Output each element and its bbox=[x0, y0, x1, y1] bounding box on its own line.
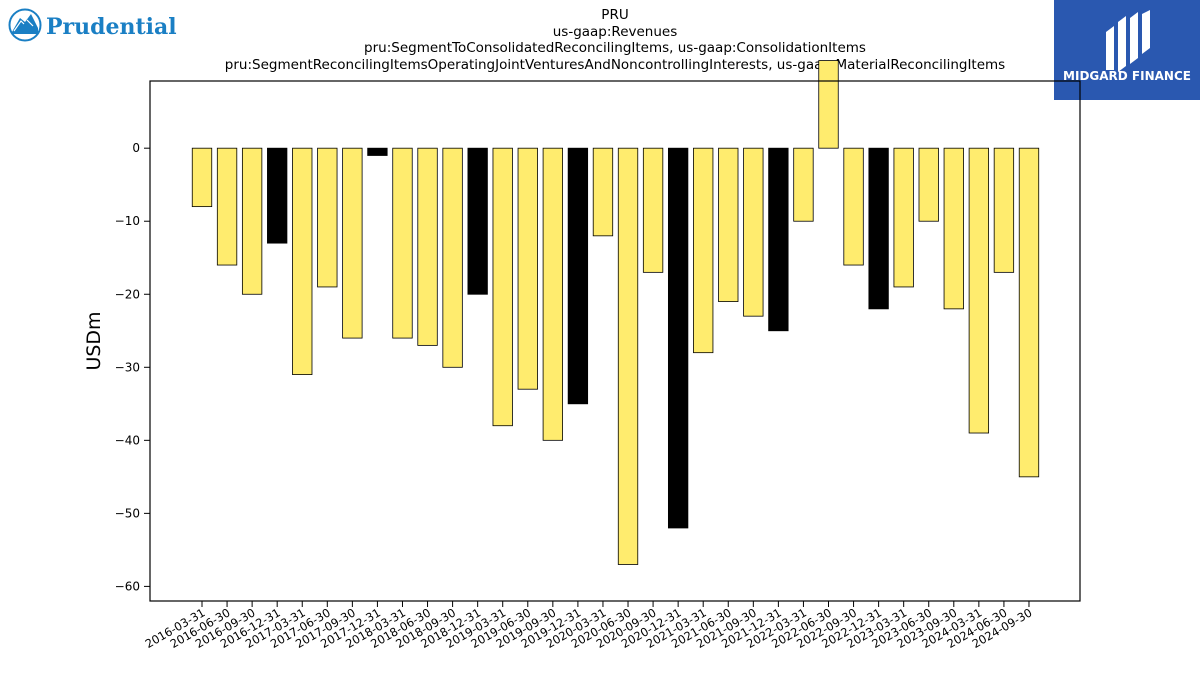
bar-2022-06-30 bbox=[818, 60, 839, 149]
y-tick-label: −60 bbox=[115, 579, 140, 593]
y-axis-label: USDm bbox=[83, 311, 105, 370]
y-axis: 0 −10 −20 −30 −40 −50 −60 bbox=[115, 141, 150, 593]
y-tick-label: −30 bbox=[115, 360, 140, 374]
midgard-mark-icon: MIDGARD FINANCE bbox=[1063, 10, 1191, 83]
bar-2016-03-31 bbox=[191, 147, 213, 208]
bar-2019-06-30 bbox=[517, 147, 538, 390]
bar-2021-06-30 bbox=[718, 147, 739, 302]
y-tick-label: −10 bbox=[115, 214, 140, 228]
prudential-logo-text: Prudential bbox=[46, 14, 177, 40]
bar-2023-06-30 bbox=[918, 147, 939, 222]
bar-2022-09-30 bbox=[843, 147, 864, 266]
y-tick-label: 0 bbox=[132, 141, 140, 155]
bar-2016-06-30 bbox=[216, 147, 238, 266]
bar-2024-09-30 bbox=[1018, 147, 1040, 478]
chart-title-line-1: PRU bbox=[601, 7, 629, 23]
bar-2019-03-31 bbox=[492, 147, 513, 427]
bar-2016-12-31 bbox=[267, 147, 288, 244]
bar-2017-06-30 bbox=[317, 147, 338, 288]
chart-title-line-3: pru:SegmentToConsolidatedReconcilingItem… bbox=[364, 40, 866, 56]
plot-frame bbox=[149, 80, 1081, 602]
prudential-logo: Prudential bbox=[8, 8, 177, 42]
bar-2021-09-30 bbox=[743, 147, 764, 317]
bar-2024-03-31 bbox=[968, 147, 990, 434]
chart-title-line-2: us-gaap:Revenues bbox=[552, 23, 678, 40]
bar-2017-12-31 bbox=[367, 147, 388, 156]
bar-2022-03-31 bbox=[793, 147, 814, 222]
bar-2017-09-30 bbox=[342, 147, 363, 339]
bar-2019-12-31 bbox=[567, 147, 589, 405]
y-tick-label: −40 bbox=[115, 433, 140, 447]
y-tick-label: −50 bbox=[115, 506, 140, 520]
bar-2020-03-31 bbox=[592, 147, 614, 237]
bar-2023-03-31 bbox=[893, 147, 914, 288]
y-tick-label: −20 bbox=[115, 287, 140, 301]
bar-2019-09-30 bbox=[542, 147, 563, 441]
bars-group bbox=[191, 60, 1040, 565]
bar-2018-09-30 bbox=[442, 147, 463, 368]
bar-2023-09-30 bbox=[943, 147, 964, 310]
bar-2018-06-30 bbox=[417, 147, 438, 346]
bar-2021-03-31 bbox=[693, 147, 714, 354]
chart-title: PRU us-gaap:Revenues pru:SegmentToConsol… bbox=[150, 7, 1080, 73]
midgard-logo-text: MIDGARD FINANCE bbox=[1063, 69, 1191, 83]
bar-2021-12-31 bbox=[768, 147, 789, 332]
rock-icon bbox=[8, 8, 42, 42]
bar-2020-12-31 bbox=[667, 147, 689, 529]
bar-2016-09-30 bbox=[241, 147, 263, 295]
bar-2017-03-31 bbox=[292, 147, 313, 375]
bar-2024-06-30 bbox=[993, 147, 1015, 273]
bar-2018-12-31 bbox=[467, 147, 488, 295]
x-axis: 2016-03-312016-06-302016-09-302016-12-31… bbox=[143, 601, 1034, 651]
bar-2022-12-31 bbox=[868, 147, 889, 310]
midgard-finance-logo: MIDGARD FINANCE bbox=[1054, 0, 1200, 100]
chart-title-line-4: pru:SegmentReconcilingItemsOperatingJoin… bbox=[224, 56, 1006, 73]
bar-2020-06-30 bbox=[617, 147, 639, 565]
bar-2020-09-30 bbox=[642, 147, 664, 273]
bar-2018-03-31 bbox=[392, 147, 413, 339]
